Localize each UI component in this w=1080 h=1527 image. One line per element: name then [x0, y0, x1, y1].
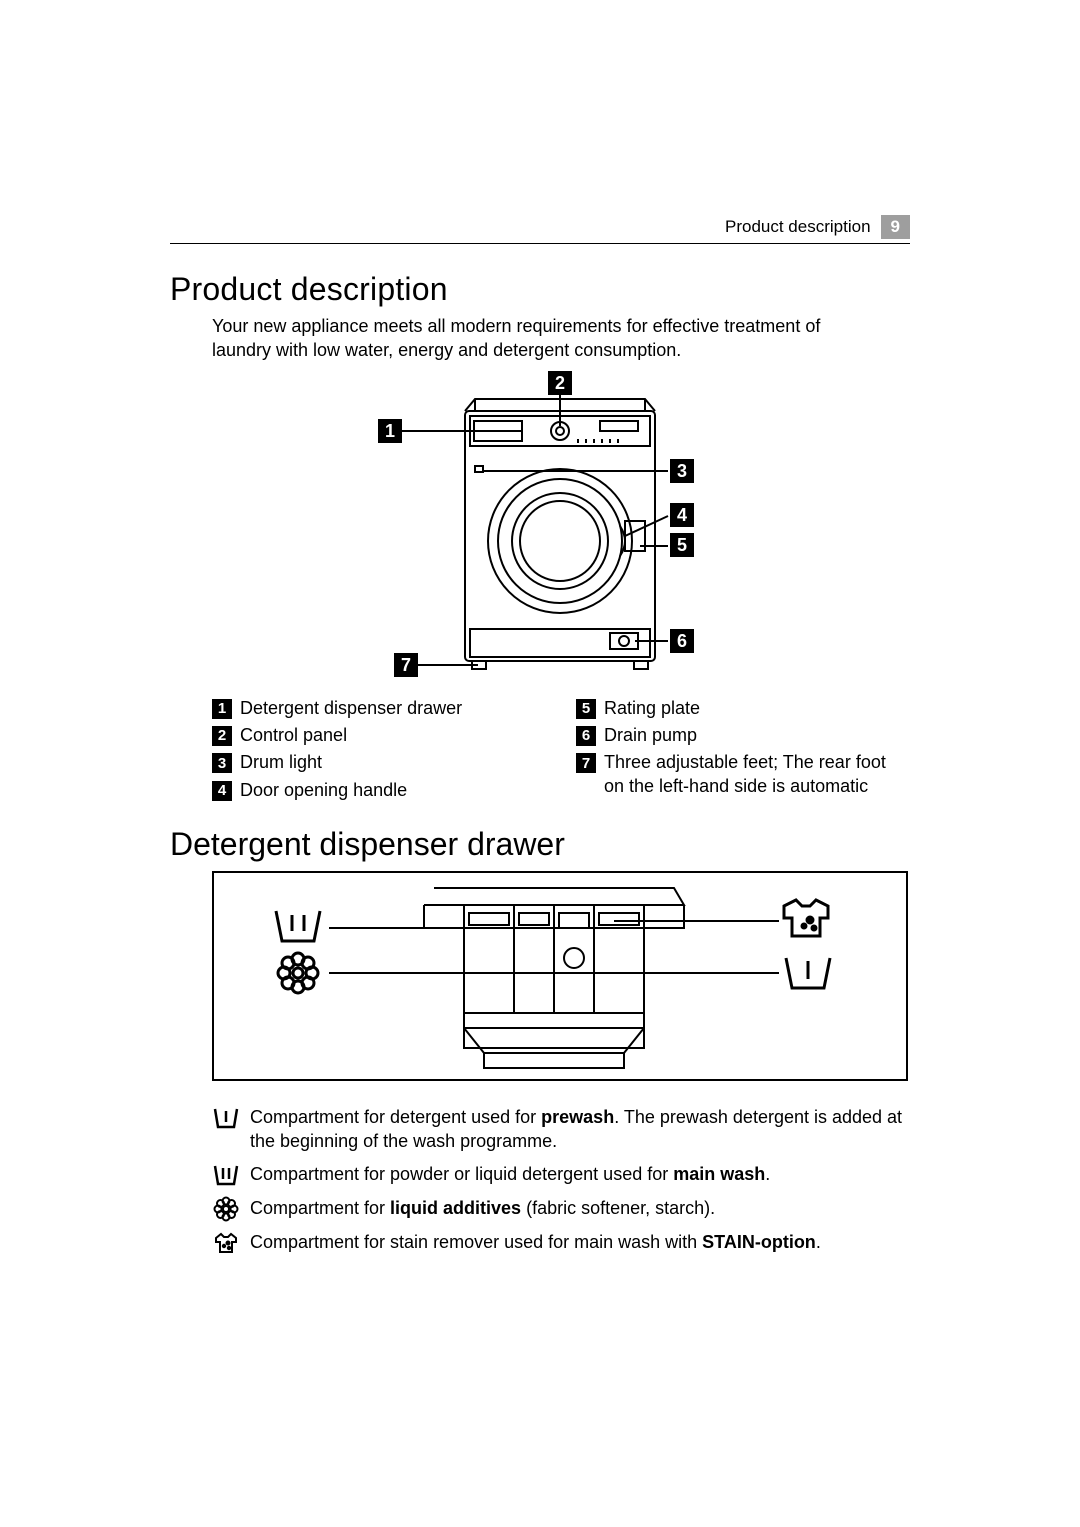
additives-icon [212, 1196, 240, 1222]
callout-num-5: 5 [576, 699, 596, 719]
svg-text:7: 7 [401, 655, 411, 675]
mainwash-text: Compartment for powder or liquid deterge… [250, 1162, 910, 1186]
header-rule [170, 243, 910, 244]
callout-text-1: Detergent dispenser drawer [240, 697, 546, 720]
callout-num-6: 6 [576, 726, 596, 746]
callout-num-3: 3 [212, 753, 232, 773]
svg-text:2: 2 [555, 373, 565, 393]
prewash-icon [212, 1105, 240, 1131]
stain-icon [212, 1230, 240, 1256]
callout-text-7: Three adjustable feet; The rear foot on … [604, 751, 910, 798]
svg-text:3: 3 [677, 461, 687, 481]
callout-num-4: 4 [212, 781, 232, 801]
callout-legend: 1 Detergent dispenser drawer 2 Control pan… [212, 697, 910, 807]
stain-text: Compartment for stain remover used for m… [250, 1230, 910, 1254]
running-title: Product description [725, 217, 871, 237]
page-number: 9 [881, 215, 910, 239]
mainwash-icon [212, 1162, 240, 1188]
section-title-drawer: Detergent dispenser drawer [170, 826, 910, 863]
running-header: Product description 9 [725, 215, 910, 239]
callout-num-1: 1 [212, 699, 232, 719]
washer-diagram: 1 2 3 4 5 6 7 [170, 371, 910, 691]
callout-text-5: Rating plate [604, 697, 910, 720]
callout-text-2: Control panel [240, 724, 546, 747]
section-title-product: Product description [170, 271, 910, 308]
additives-text: Compartment for liquid additives (fabric… [250, 1196, 910, 1220]
callout-text-6: Drain pump [604, 724, 910, 747]
intro-text: Your new appliance meets all modern requ… [212, 314, 882, 363]
page-content: Product description 9 Product descriptio… [170, 215, 910, 1264]
callout-num-2: 2 [212, 726, 232, 746]
svg-text:5: 5 [677, 535, 687, 555]
svg-text:4: 4 [677, 505, 687, 525]
prewash-text: Compartment for detergent used for prewa… [250, 1105, 910, 1154]
callout-text-4: Door opening handle [240, 779, 546, 802]
callout-num-7: 7 [576, 753, 596, 773]
callout-text-3: Drum light [240, 751, 546, 774]
svg-text:1: 1 [385, 421, 395, 441]
compartment-list: Compartment for detergent used for prewa… [212, 1105, 910, 1256]
svg-text:6: 6 [677, 631, 687, 651]
drawer-diagram [212, 871, 908, 1081]
